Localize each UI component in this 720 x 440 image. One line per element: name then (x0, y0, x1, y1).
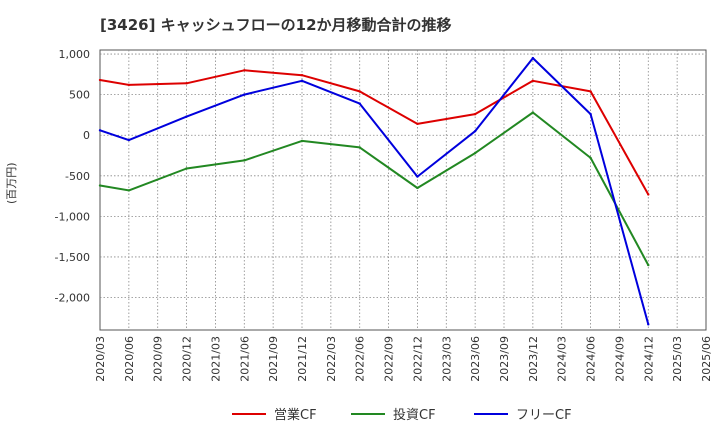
y-tick-label: 1,000 (59, 48, 91, 61)
data-point (300, 73, 304, 77)
x-tick-label: 2023/09 (498, 336, 511, 382)
x-tick-label: 2025/06 (700, 336, 713, 382)
x-tick-label: 2022/03 (325, 336, 338, 382)
data-point (243, 159, 246, 162)
x-tick-label: 2021/12 (296, 336, 309, 382)
plot-frame (99, 49, 707, 331)
legend-label: 営業CF (274, 407, 317, 423)
data-point (300, 79, 304, 83)
data-point (243, 69, 246, 72)
x-tick-label: 2024/06 (585, 336, 598, 382)
y-tick-label: 500 (69, 89, 90, 102)
data-point (185, 82, 188, 85)
data-point (127, 83, 131, 87)
data-point (185, 115, 188, 118)
x-tick-label: 2020/06 (123, 336, 136, 382)
y-tick-label: -1,500 (55, 251, 90, 264)
data-point (416, 175, 419, 178)
data-point (98, 129, 102, 132)
chart-title: [3426] キャッシュフローの12か月移動合計の推移 (100, 16, 452, 34)
x-tick-label: 2022/12 (411, 336, 424, 382)
data-point (473, 112, 477, 116)
x-tick-label: 2021/03 (209, 336, 222, 382)
x-tick-label: 2021/06 (238, 336, 251, 382)
x-tick-label: 2022/06 (354, 336, 367, 382)
data-point (589, 112, 592, 116)
data-point (473, 129, 477, 133)
x-tick-label: 2024/09 (613, 336, 626, 382)
data-point (98, 184, 102, 187)
x-tick-label: 2020/12 (181, 336, 194, 382)
data-point (589, 156, 592, 160)
x-tick-label: 2020/09 (152, 336, 165, 382)
data-point (647, 263, 650, 267)
data-point (647, 193, 650, 196)
data-point (416, 122, 419, 126)
data-point (358, 102, 361, 105)
data-point (127, 189, 131, 192)
x-tick-label: 2021/09 (267, 336, 280, 382)
data-point (531, 111, 535, 114)
series-line-3 (99, 57, 650, 325)
y-tick-label: 0 (83, 129, 90, 142)
x-tick-label: 2023/06 (469, 336, 482, 382)
x-tick-label: 2023/03 (440, 336, 453, 382)
data-point (98, 78, 102, 82)
data-point (416, 186, 419, 190)
y-tick-label: -2,000 (55, 292, 90, 305)
data-point (647, 323, 650, 326)
x-tick-label: 2025/03 (671, 336, 684, 382)
data-point (185, 167, 188, 170)
data-point (243, 93, 246, 96)
legend-label: 投資CF (393, 407, 436, 423)
data-point (127, 138, 131, 142)
data-point (589, 90, 592, 93)
x-tick-label: 2024/12 (642, 336, 655, 382)
legend-label: フリーCF (516, 408, 572, 423)
data-point (473, 151, 477, 155)
data-point (531, 56, 535, 60)
y-tick-label: -1,000 (55, 210, 90, 223)
x-tick-label: 2022/09 (383, 336, 396, 382)
data-point (358, 146, 361, 149)
x-tick-label: 2024/03 (556, 336, 569, 382)
data-point (531, 79, 535, 83)
y-tick-label: -500 (65, 170, 90, 183)
data-point (300, 139, 304, 143)
x-tick-label: 2020/03 (94, 336, 107, 382)
x-tick-label: 2023/12 (527, 336, 540, 382)
data-point (358, 90, 361, 93)
